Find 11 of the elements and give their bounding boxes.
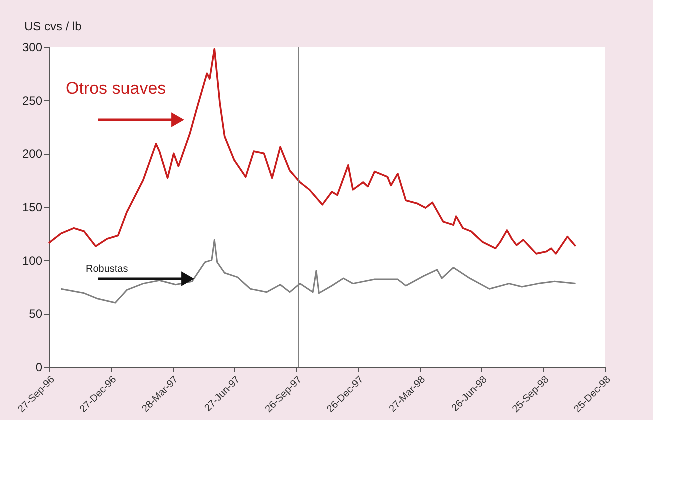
- y-tick-label: 50: [29, 307, 43, 322]
- series-label: Robustas: [86, 264, 128, 275]
- y-tick-label: 300: [22, 40, 43, 54]
- y-tick-label: 200: [22, 147, 43, 162]
- y-tick-label: 250: [22, 94, 43, 108]
- line-series: [48, 48, 577, 255]
- y-tick-label: 100: [22, 254, 43, 268]
- y-tick-label: 150: [22, 200, 43, 214]
- series-label: Otros suaves: [66, 79, 166, 98]
- y-axis-title: US cvs / lb: [24, 20, 82, 34]
- y-tick-label: 0: [36, 360, 43, 374]
